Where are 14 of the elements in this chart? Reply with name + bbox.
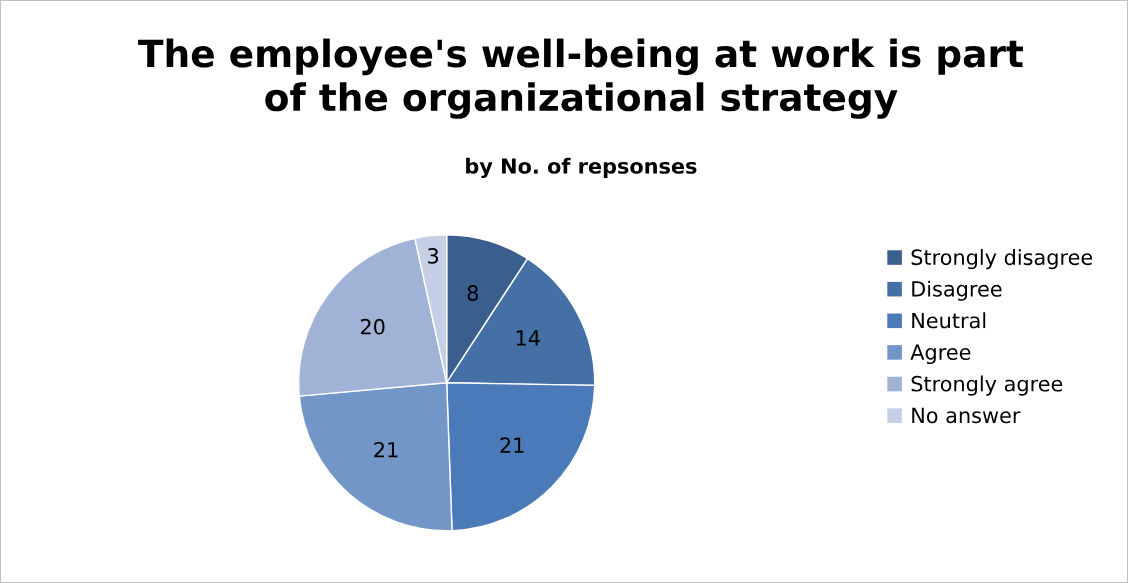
legend-label: Strongly disagree [911,249,1093,270]
legend-label: Strongly agree [911,375,1063,396]
chart-subtitle: by No. of repsonses [466,157,697,179]
chart-title: The employee's well-being at work is part of the organizational strategy [138,38,1024,119]
legend-label: Disagree [912,280,1002,301]
data-label: 8 [467,285,479,301]
data-label: 21 [374,441,398,458]
data-label: 20 [360,318,385,335]
legend-label: Agree [910,344,971,365]
data-label: 3 [428,247,439,264]
data-label: 21 [500,437,524,453]
legend-label: Neutral [912,312,986,329]
legend-label: No answer [912,407,1021,424]
data-label: 14 [516,330,540,346]
